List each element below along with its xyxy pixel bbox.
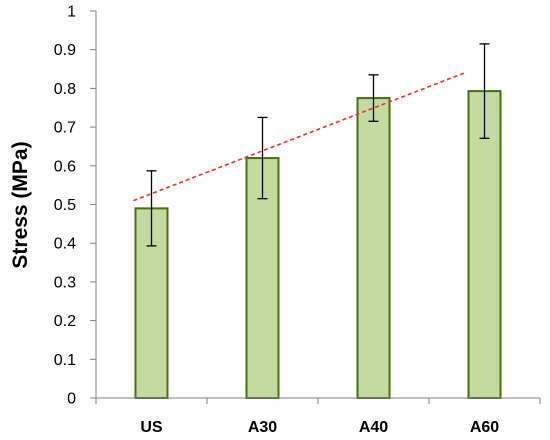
y-tick-label: 0.7 <box>54 120 76 137</box>
bar-a60 <box>467 90 502 399</box>
y-axis-title: Stress (MPa) <box>9 141 32 268</box>
axes <box>95 11 541 404</box>
y-tick-label: 0 <box>67 391 76 408</box>
x-axis-labels: US A30 A40 A60 <box>140 419 499 436</box>
x-tick-label: A40 <box>359 419 388 436</box>
trendline-line <box>133 72 465 202</box>
bars <box>134 90 502 399</box>
y-tick-label: 0.3 <box>54 274 76 291</box>
y-tick-label: 0.9 <box>54 42 76 59</box>
bar-a40 <box>356 97 391 399</box>
y-axis-ticks: 0 0.1 0.2 0.3 0.4 0.5 0.6 0.7 0.8 0.9 1 <box>54 4 96 408</box>
x-tick-label: A30 <box>248 419 277 436</box>
y-tick-label: 0.8 <box>54 81 76 98</box>
x-tick-label: A60 <box>470 419 499 436</box>
x-tick-label: US <box>140 419 163 436</box>
y-tick-label: 0.6 <box>54 158 76 175</box>
y-tick-label: 0.2 <box>54 313 76 330</box>
error-bar-a40 <box>368 74 379 122</box>
error-bars <box>146 43 490 247</box>
y-tick-label: 0.5 <box>54 197 76 214</box>
y-tick-label: 0.1 <box>54 352 76 369</box>
error-bar-us <box>146 170 157 247</box>
y-tick-label: 1 <box>67 4 76 21</box>
error-bar-a30 <box>257 116 268 200</box>
trendline <box>133 72 465 202</box>
y-tick-label: 0.4 <box>54 236 76 253</box>
error-bar-a60 <box>479 43 490 139</box>
